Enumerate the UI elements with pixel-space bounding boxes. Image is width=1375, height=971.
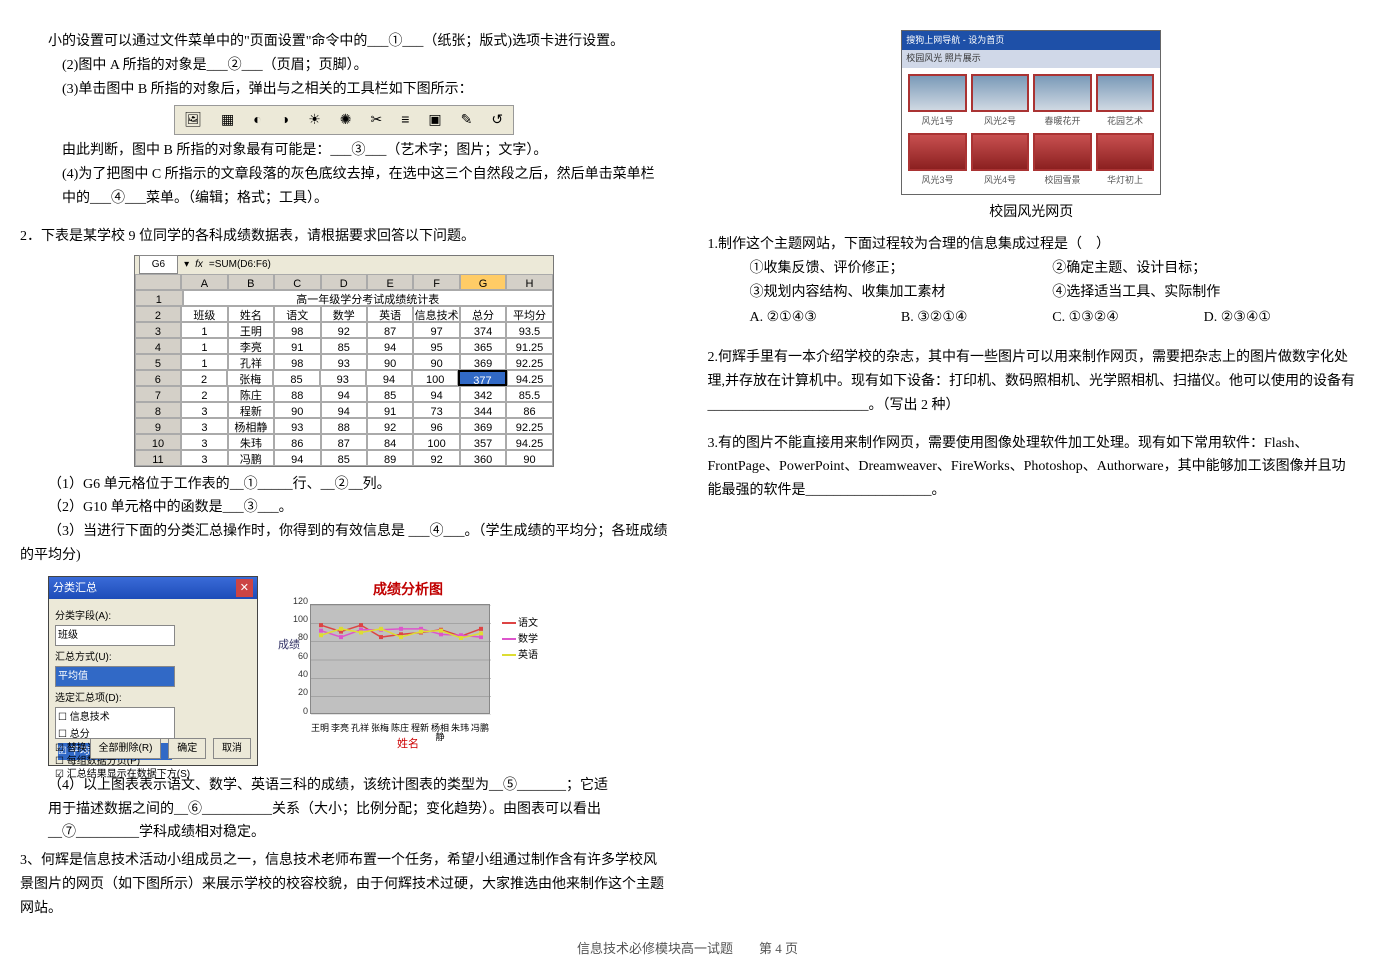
toolbar-icon: ◐ <box>253 108 261 132</box>
q2-sub3: （3）当进行下面的分类汇总操作时，你得到的有效信息是 ___④___。（学生成绩… <box>20 520 668 568</box>
q3-text: 3、何辉是信息技术活动小组成员之一，信息技术老师布置一个任务，希望小组通过制作含… <box>20 849 668 920</box>
toolbar-icon: ✎ <box>461 108 473 132</box>
excel-screenshot: G6 ▾ fx =SUM(D6:F6) ABCDEFGH 1高一年级学分考试成绩… <box>134 255 554 467</box>
rq1-title: 1.制作这个主题网站，下面过程较为合理的信息集成过程是（ ） <box>708 233 1356 257</box>
rq1-options: ①收集反馈、评价修正； ②确定主题、设计目标； ③规划内容结构、收集加工素材 ④… <box>708 257 1356 330</box>
option-a[interactable]: A. ②①④③ <box>750 306 901 330</box>
option-c[interactable]: C. ①③②④ <box>1052 306 1203 330</box>
delete-all-button[interactable]: 全部删除(R) <box>90 738 162 759</box>
toolbar-icon: ✺ <box>340 108 352 132</box>
toolbar-icon: ✂ <box>371 108 383 132</box>
right-column: 搜狗上网导航 - 设为首页 校园风光 照片展示 风光1号风光2号春暖花开花园艺术… <box>708 30 1356 921</box>
toolbar-icon: ☀ <box>308 108 321 132</box>
toolbar-icon: ↺ <box>491 108 503 132</box>
rq3: 3.有的图片不能直接用来制作网页，需要使用图像处理软件加工处理。现有如下常用软件… <box>708 432 1356 503</box>
namebox: G6 <box>139 255 178 274</box>
subtotal-dialog: 分类汇总✕ 分类字段(A):班级 汇总方式(U):平均值 选定汇总项(D): ☐… <box>48 576 258 766</box>
webpage-screenshot: 搜狗上网导航 - 设为首页 校园风光 照片展示 风光1号风光2号春暖花开花园艺术… <box>901 30 1161 195</box>
q2-sub4b: 用于描述数据之间的__⑥__________关系（大小；比例分配；变化趋势）。由… <box>20 798 668 822</box>
option-d[interactable]: D. ②③④① <box>1204 306 1355 330</box>
para-q1-3: (3)单击图中 B 所指的对象后，弹出与之相关的工具栏如下图所示： <box>20 78 668 102</box>
option-b[interactable]: B. ③②①④ <box>901 306 1052 330</box>
q2-sub1: （1）G6 单元格位于工作表的__①_____行、__②__列。 <box>20 473 668 497</box>
line-chart: 成绩分析图 120100806040200 成绩 语文数学英语 王明李亮孔祥张梅… <box>278 576 538 746</box>
para-q1-2: (2)图中 A 所指的对象是___②___（页眉；页脚）。 <box>20 54 668 78</box>
toolbar-icon: ▣ <box>428 108 441 132</box>
toolbar-icon: ◑ <box>281 108 289 132</box>
toolbar-icon: ▦ <box>221 108 234 132</box>
q2-sub4c: __⑦_________学科成绩相对稳定。 <box>20 821 668 845</box>
chart-title: 成绩分析图 <box>278 578 538 602</box>
rq2: 2.何辉手里有一本介绍学校的杂志，其中有一些图片可以用来制作网页，需要把杂志上的… <box>708 346 1356 417</box>
formula-bar: =SUM(D6:F6) <box>209 256 271 273</box>
cancel-button[interactable]: 取消 <box>213 738 251 759</box>
image-toolbar: 🖼 ▦ ◐ ◑ ☀ ✺ ✂ ≡ ▣ ✎ ↺ <box>174 105 514 135</box>
toolbar-icon: ≡ <box>401 108 409 132</box>
webpage-caption: 校园风光网页 <box>708 201 1356 225</box>
ok-button[interactable]: 确定 <box>168 738 206 759</box>
close-icon[interactable]: ✕ <box>236 579 253 598</box>
q2-sub2: （2）G10 单元格中的函数是___③___。 <box>20 496 668 520</box>
left-column: 小的设置可以通过文件菜单中的"页面设置"命令中的___①___（纸张；版式)选项… <box>20 30 668 921</box>
para-q1-5: (4)为了把图中 C 所指示的文章段落的灰色底纹去掉，在选中这三个自然段之后，然… <box>20 163 668 211</box>
toolbar-icon: 🖼 <box>184 108 202 132</box>
page-footer: 信息技术必修模块高一试题 第 4 页 <box>0 938 1375 957</box>
para-q1-4: 由此判断，图中 B 所指的对象最有可能是：___③___（艺术字；图片；文字）。 <box>20 139 668 163</box>
para-q1-1: 小的设置可以通过文件菜单中的"页面设置"命令中的___①___（纸张；版式)选项… <box>20 30 668 54</box>
q2-title: 2．下表是某学校 9 位同学的各科成绩数据表，请根据要求回答以下问题。 <box>20 225 668 249</box>
